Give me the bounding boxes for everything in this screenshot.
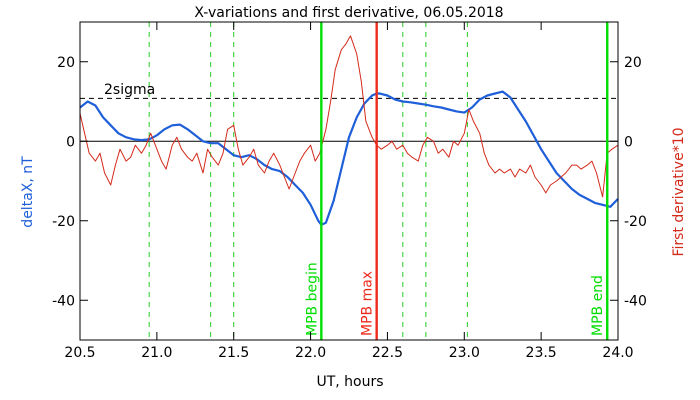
sigma-label: 2sigma (104, 82, 155, 98)
x-tick-label: 24.0 (602, 345, 633, 361)
x-axis-label: UT, hours (316, 374, 383, 390)
x-tick-label: 22.0 (295, 345, 326, 361)
mpb-marker-label: MPB end (590, 275, 606, 336)
y-tick-label-right: -40 (624, 293, 647, 309)
y-tick-label-left: -20 (52, 214, 75, 230)
x-tick-label: 23.5 (526, 345, 557, 361)
x-tick-label: 21.5 (218, 345, 249, 361)
y-axis-label-left: deltaX, nT (20, 156, 36, 228)
x-tick-label: 23.0 (449, 345, 480, 361)
y-tick-label-right: 20 (624, 55, 642, 71)
series-line-deltax (79, 90, 619, 226)
x-tick-label: 20.5 (64, 345, 95, 361)
y-axis-label-right: First derivative*10 (671, 127, 687, 256)
series-line-derivative (79, 35, 619, 198)
marker-layer: MPB begin MPB max MPB end (304, 22, 609, 340)
y-tick-label-right: 0 (624, 134, 633, 150)
y-tick-label-left: 20 (57, 55, 75, 71)
ticks: 20.5 21.0 21.5 22.0 22.5 23.0 23.5 24.0 20 20 0 0 -2… (52, 22, 647, 361)
mpb-marker-label: MPB begin (304, 262, 320, 336)
y-tick-label-right: -20 (624, 214, 647, 230)
x-tick-label: 22.5 (372, 345, 403, 361)
y-tick-label-left: 0 (66, 134, 75, 150)
mpb-marker-label: MPB max (360, 271, 376, 336)
series-layer (79, 35, 619, 226)
x-tick-label: 21.0 (141, 345, 172, 361)
chart-title: X-variations and first derivative, 06.05… (194, 5, 503, 21)
y-tick-label-left: -40 (52, 293, 75, 309)
plot-frame (79, 21, 619, 341)
